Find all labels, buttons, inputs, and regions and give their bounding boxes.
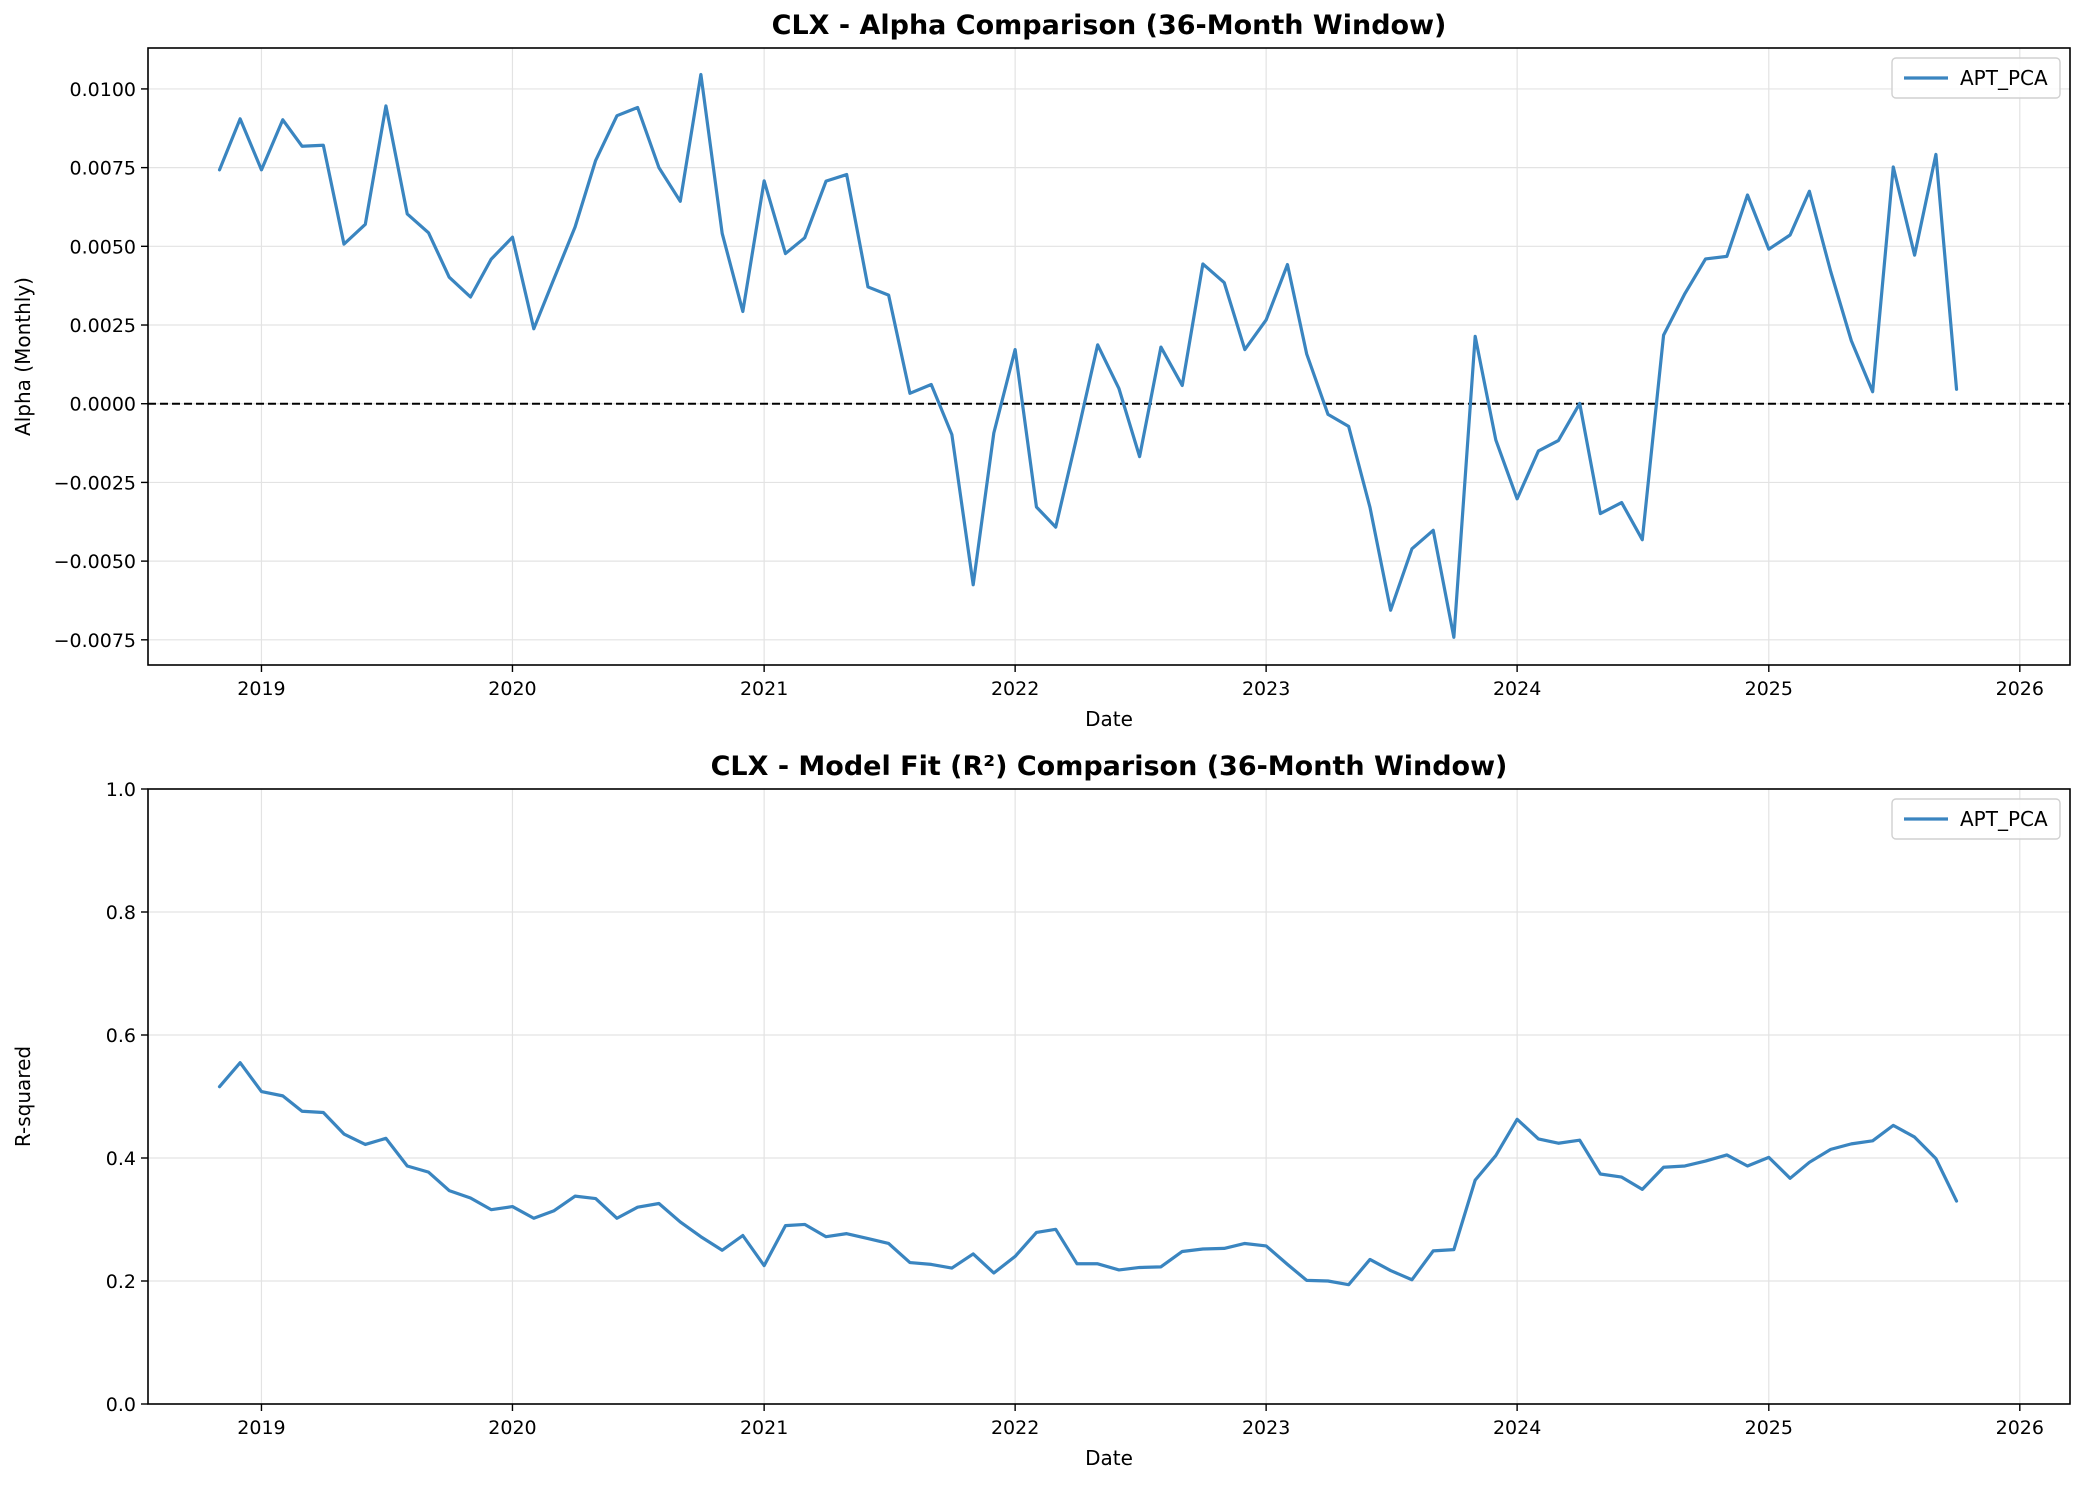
chart1-x-tick-label: 2025 <box>1745 678 1793 700</box>
chart1-y-tick-label: 0.0000 <box>70 394 136 416</box>
chart2-x-tick-label: 2021 <box>740 1417 788 1439</box>
chart2-x-tick-label: 2019 <box>237 1417 285 1439</box>
chart2-x-tick-label: 2023 <box>1242 1417 1290 1439</box>
chart2-y-tick-label: 0.0 <box>106 1394 136 1416</box>
chart2-x-tick-label: 2024 <box>1493 1417 1541 1439</box>
chart1-x-tick-label: 2019 <box>237 678 285 700</box>
chart2-series-line-1[interactable] <box>217 1061 1959 1287</box>
chart1-y-tick-label: 0.0100 <box>70 79 136 101</box>
chart1-legend: APT_PCA <box>1891 57 2061 99</box>
chart2-y-axis-label: R-squared <box>11 1046 35 1147</box>
chart1-x-tick-label: 2024 <box>1493 678 1541 700</box>
chart2-panel: 2019 2020 2021 2022 2023 2024 2025 2026 0.0 0.2 0.… <box>11 751 2071 1470</box>
chart2-x-tick-label: 2020 <box>488 1417 536 1439</box>
chart1-y-tick-label: −0.0050 <box>54 551 136 573</box>
chart1-x-tick-label: 2026 <box>1996 678 2044 700</box>
chart1-x-axis-label: Date <box>1085 707 1133 731</box>
chart1-grid <box>148 48 2070 665</box>
chart2-title: CLX - Model Fit (R²) Comparison (36-Mont… <box>711 751 1508 782</box>
chart2-x-tick-label: 2022 <box>991 1417 1039 1439</box>
chart2-x-tick-label: 2026 <box>1996 1417 2044 1439</box>
chart1-title: CLX - Alpha Comparison (36-Month Window) <box>772 10 1447 41</box>
chart1-x-tick-label: 2021 <box>740 678 788 700</box>
chart1-y-tick-label: −0.0075 <box>54 630 136 652</box>
chart2-x-tick-label: 2025 <box>1745 1417 1793 1439</box>
chart2-y-tick-label: 0.8 <box>106 902 136 924</box>
chart1-plot-frame <box>147 47 2071 666</box>
chart1-x-tick-label: 2020 <box>488 678 536 700</box>
chart2-x-axis-label: Date <box>1085 1446 1133 1470</box>
chart1-x-tick-label: 2023 <box>1242 678 1290 700</box>
chart2-plot-frame <box>147 788 2071 1405</box>
chart2-y-tick-label: 0.4 <box>106 1148 136 1170</box>
chart1-y-tick-label: 0.0075 <box>70 158 136 180</box>
chart2-legend: APT_PCA <box>1891 798 2061 840</box>
chart1-y-tick-label: 0.0025 <box>70 315 136 337</box>
chart1-y-tick-label: −0.0025 <box>54 472 136 494</box>
chart2-y-tick-label: 1.0 <box>106 779 136 801</box>
chart1-x-tick-label: 2022 <box>991 678 1039 700</box>
chart2-legend-label: APT_PCA <box>1960 807 2048 831</box>
chart2-legend-box <box>1891 798 2061 840</box>
chart1-y-tick-label: 0.0050 <box>70 236 136 258</box>
chart1-series-line-1[interactable] <box>217 72 1959 639</box>
chart1-y-axis-label: Alpha (Monthly) <box>11 277 35 436</box>
chart1-legend-label: APT_PCA <box>1960 66 2048 90</box>
chart1-panel: 2019 2020 2021 2022 2023 2024 2025 2026 −0.0075 −… <box>11 10 2071 731</box>
chart2-y-tick-label: 0.6 <box>106 1025 136 1047</box>
chart2-y-tick-label: 0.2 <box>106 1271 136 1293</box>
chart1-legend-box <box>1891 57 2061 99</box>
